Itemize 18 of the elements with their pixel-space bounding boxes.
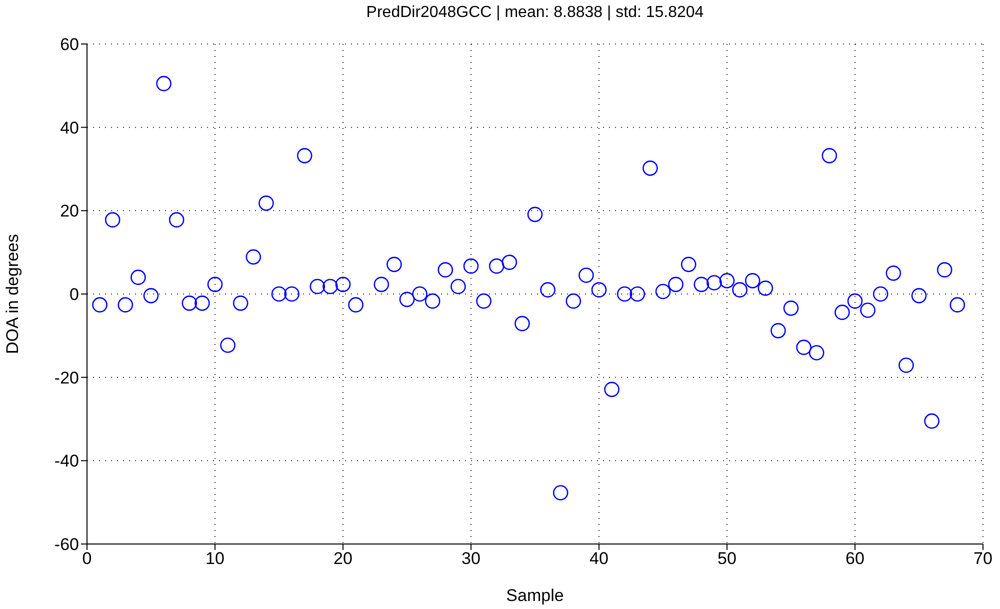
y-tick-label: -20 [54,368,79,388]
y-tick-label: 20 [60,202,79,221]
y-tick-label: 60 [60,35,79,54]
x-axis-title: Sample [506,586,564,605]
x-tick-label: 40 [590,549,608,568]
chart-title: PredDir2048GCC | mean: 8.8838 | std: 15.8204 [365,4,705,22]
y-axis-title: DOA in degrees [3,234,22,354]
x-tick-label: 70 [974,549,992,568]
x-tick-label: 50 [718,549,736,568]
y-tick-label: -40 [54,452,79,471]
y-tick-label: 40 [60,118,79,138]
y-tick-label: 0 [70,285,79,304]
x-tick-label: 20 [334,549,352,568]
y-tick-label: -60 [54,535,79,554]
x-tick-label: 60 [846,549,864,568]
x-tick-label: 30 [462,549,480,568]
x-tick-label: 10 [206,549,224,568]
x-tick-label: 0 [82,549,92,568]
